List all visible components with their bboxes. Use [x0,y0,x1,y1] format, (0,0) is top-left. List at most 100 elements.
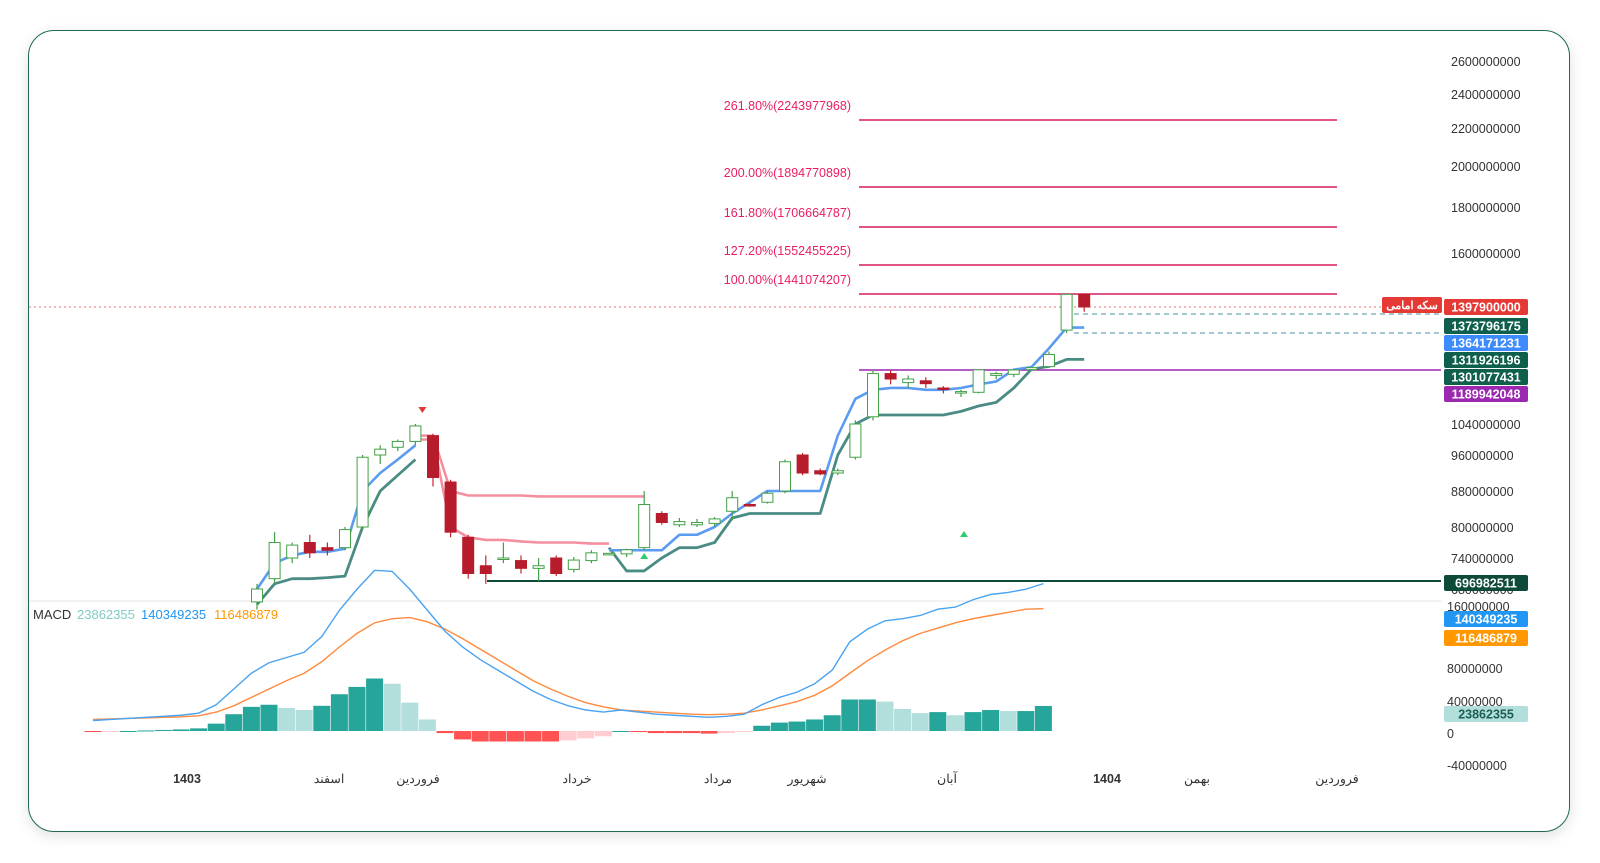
macd-histogram-bar [207,723,225,731]
candle-bearish [321,547,334,551]
candle-bullish [339,529,351,549]
fibonacci-levels: 261.80%(2243977968) 200.00%(1894770898) 16… [724,99,1337,295]
macd-histogram-bar [559,731,577,741]
candle-bearish [655,513,668,523]
macd-histogram-bar [841,699,859,731]
macd-histogram-bar [682,731,700,734]
candle-bullish [708,518,721,524]
candles [251,293,1091,610]
candle-bullish [867,373,879,418]
candle-bullish [497,557,510,560]
macd-histogram-bar [401,702,419,731]
fib-label: 161.80%(1706664787) [724,206,851,220]
price-badge-text: 1311926196 [1452,354,1521,368]
macd-histogram-bar [383,683,401,731]
candle-bullish [286,544,299,559]
macd-histogram-bar [172,729,190,731]
macd-histogram-bar [119,731,137,732]
price-chart[interactable]: 2600000000 2400000000 2200000000 2000000000… [29,31,1569,831]
time-axis-label: شهریور [786,772,826,787]
macd-histogram-bar [718,731,736,734]
macd-histogram-bar [436,731,454,734]
time-axis-label: 1404 [1093,772,1121,786]
macd-histogram-bar [823,715,841,731]
price-badge-text: 1189942048 [1452,388,1521,402]
macd-histogram-bar [770,722,788,731]
macd-legend-value: 23862355 [77,607,135,622]
macd-histogram-bar [190,728,208,731]
candle-bearish [427,435,439,478]
price-tick-label: 2000000000 [1451,160,1521,174]
time-axis-label: فروردین [1315,772,1359,787]
macd-tick-label: 80000000 [1447,662,1503,676]
macd-badge-text: 23862355 [1458,708,1514,722]
candle-bullish [356,456,369,528]
candle-bearish [884,373,897,380]
candle-bullish [1043,353,1055,368]
price-badge-text: 1301077431 [1451,371,1521,385]
candle-bullish [567,559,580,570]
candle-bullish [972,369,985,393]
slow-trend-line [255,458,417,606]
macd-histogram-bar [137,730,155,732]
macd-histogram-bar [999,711,1017,731]
candle-bullish [955,391,967,394]
price-badge-text: 696982511 [1455,577,1517,591]
macd-histogram-bar [506,731,524,742]
price-tick-label: 1800000000 [1451,201,1521,215]
macd-badge-text: 116486879 [1455,632,1517,646]
macd-histogram-bar [102,731,120,732]
price-badge-bg [1444,318,1528,334]
candle-bearish [937,387,950,390]
candle-bullish [374,448,387,456]
candle-bearish [796,454,809,474]
time-axis-label: خرداد [562,772,592,787]
price-badge-text: 1364171231 [1451,337,1521,351]
macd-histogram-bar [454,731,472,740]
price-badge-bg [1444,352,1528,368]
candle-bullish [831,470,844,474]
macd-histogram-bar [1017,711,1035,731]
candle-bullish [761,492,774,503]
price-badge-text: 1397900000 [1451,301,1521,315]
candle-bearish [919,380,932,385]
price-badge-bg [1444,369,1528,385]
macd-histogram-bar [1034,705,1052,731]
candle-bullish [585,552,598,562]
macd-tick-label: 0 [1447,727,1454,741]
macd-histogram-bar [876,701,894,731]
symbol-tag-text: سکه امامی [1386,300,1438,312]
macd-histogram-bar [946,715,964,731]
candle-bullish [391,440,404,448]
macd-badge-text: 140349235 [1455,613,1518,627]
macd-histogram-bar [700,731,718,734]
macd-histogram-bar [630,731,648,733]
macd-signal-line [92,607,1044,721]
price-axis: 2600000000 2400000000 2200000000 2000000000… [1451,55,1521,597]
candle-bullish [409,425,422,442]
macd-histogram-bar [489,731,507,742]
time-axis-label: اسفند [314,772,345,786]
candle-bearish [743,504,756,507]
macd-histogram-bar [242,706,260,731]
price-tick-label: 880000000 [1451,485,1514,499]
lower-band-line [415,438,609,545]
macd-label: MACD [33,607,71,622]
macd-legend: MACD 23862355 140349235 116486879 [33,607,278,622]
macd-histogram-bar [577,731,595,739]
macd-histogram-bar [330,694,348,731]
candle-bearish [550,557,563,574]
macd-histogram-bar [348,686,366,731]
candle-bullish [673,521,686,526]
symbol-tag: سکه امامی [1382,297,1442,313]
time-axis-label: آبان [937,770,958,786]
candle-bullish [638,504,651,549]
price-tick-label: 2200000000 [1451,122,1521,136]
macd-histogram-bar [278,707,296,731]
fib-label: 100.00%(1441074207) [724,273,851,287]
candle-bullish [603,552,615,556]
macd-legend-value: 140349235 [141,607,206,622]
time-axis-label: 1403 [173,772,201,786]
macd-histogram-bar [542,731,560,742]
macd-legend-value: 116486879 [214,607,278,622]
